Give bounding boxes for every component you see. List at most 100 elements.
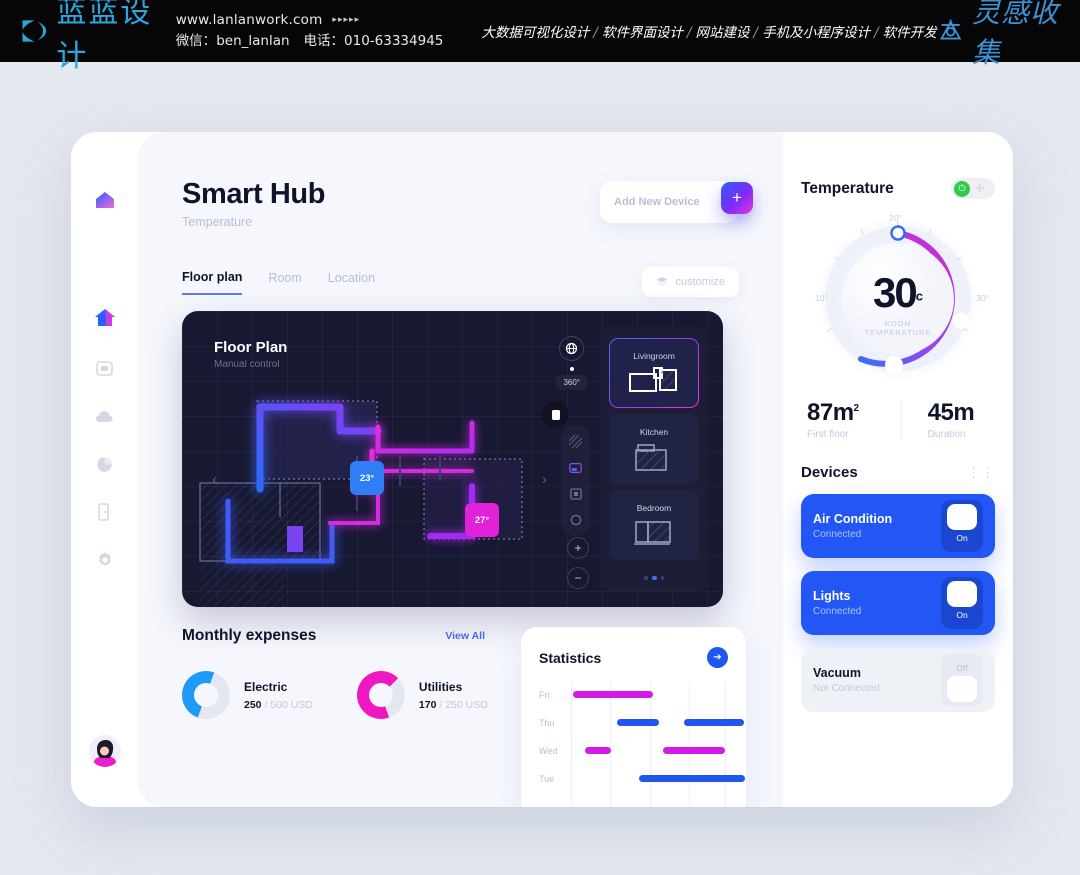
statistics-gantt-chart: Fri Thu Wed Tue [539,682,745,807]
gantt-bar [684,719,744,726]
room-card-kitchen[interactable]: Kitchen [609,414,699,484]
tab-room[interactable]: Room [268,270,302,285]
square-tool-icon[interactable] [569,487,582,500]
arrow-right-icon[interactable]: ➔ [707,647,728,668]
bedroom-thumb-icon [634,520,671,545]
sidebar-item-devices[interactable] [88,351,122,385]
banner-url: www.lanlanwork.com [175,12,323,29]
scale-label-10: 10° [815,293,828,303]
tab-bar: Floor plan Room Location customize [182,267,783,297]
right-panel: Temperature ⏻ ✛ [783,132,1013,807]
zoom-out-button[interactable]: − [567,567,589,589]
gantt-gridlines [571,682,728,807]
expense-item-utilities[interactable]: Utilities 170 / 250 USD [356,671,488,719]
floor-plan-title: Floor Plan [214,339,288,356]
floor-plan-canvas[interactable]: Floor Plan Manual control [182,311,723,607]
device-card-air-condition[interactable]: Air Condition Connected On [801,494,995,558]
room-card-livingroom[interactable]: Livingroom [609,338,699,408]
floor-prev-arrow[interactable]: ‹ [212,471,217,488]
more-dots-icon[interactable]: ⋮⋮ [967,464,995,480]
tab-floor-plan[interactable]: Floor plan [182,270,243,295]
customize-label: customize [675,276,725,288]
watermark-banner: 蓝蓝设计 www.lanlanwork.com ▸▸▸▸▸ 微信： ben_la… [0,0,1080,74]
banner-brand-text: 蓝蓝设计 [56,0,153,74]
customize-button[interactable]: customize [642,267,739,297]
service-2: 网站建设 [695,25,750,41]
temperature-power-toggle[interactable]: ⏻ ✛ [951,178,995,199]
expense-total: 250 USD [445,698,488,711]
monthly-expenses-card: Monthly expenses View All Electric 250 /… [182,627,507,719]
expense-item-electric[interactable]: Electric 250 / 500 USD [182,671,313,719]
electric-donut-chart [182,671,230,719]
room-name: Bedroom [636,502,672,513]
avatar-icon [93,740,116,767]
rotate-icon[interactable] [559,336,585,361]
gantt-row-wed: Wed [539,738,728,766]
zoom-in-button[interactable]: + [567,537,589,559]
layers-icon [656,277,668,286]
floor-zoom-controls: + − [567,537,589,589]
temperature-chip-1[interactable]: 23° [350,461,384,495]
user-avatar[interactable] [88,735,121,767]
home-icon [94,309,115,326]
sidebar-item-home[interactable] [88,301,122,335]
stat-caption: First floor [807,429,849,440]
sidebar [71,132,138,807]
main-content: Smart Hub Temperature Add New Device + F… [138,132,783,807]
temperature-dial-svg [825,221,971,374]
sidebar-item-cloud[interactable] [88,399,122,433]
temperature-dial[interactable]: 30c ROOM TEMPERATURE 10° 20° 30° [801,211,995,387]
tab-location[interactable]: Location [327,270,376,285]
livingroom-thumb-icon [629,366,677,392]
room-stats: 87m2 First floor 45m Duration [801,399,995,440]
room-pager[interactable] [644,576,664,580]
toggle-label: Off [956,663,968,673]
add-new-device-button[interactable]: Add New Device + [600,181,753,223]
toggle-label: On [956,533,968,543]
sidebar-item-security[interactable] [88,495,122,529]
circle-tool-icon[interactable] [569,513,582,526]
room-name: Livingroom [633,350,675,361]
gantt-bar [639,775,745,782]
sidebar-item-settings[interactable] [88,543,122,577]
toggle-knob [947,676,977,702]
stat-value: 45m [927,399,975,426]
page-subtitle: Temperature [182,215,253,229]
gantt-row-fri: Fri [539,682,728,710]
toggle-knob [947,581,977,607]
room-select-icon[interactable] [569,461,582,474]
device-card-vacuum[interactable]: Vacuum Not Connected Off [801,648,995,712]
app-logo[interactable] [94,190,116,217]
rotate-360-control[interactable]: 360° [556,336,587,390]
temperature-unit: c [915,288,923,304]
view-all-link[interactable]: View All [445,630,485,642]
sidebar-item-analytics[interactable] [88,447,122,481]
floor-next-arrow[interactable]: › [542,471,547,488]
device-toggle[interactable]: On [941,500,983,552]
power-icon[interactable]: ⏻ [954,180,970,197]
stat-duration: 45m Duration [900,399,995,440]
scale-label-20: 20° [889,213,902,223]
temperature-chip-2[interactable]: 27° [465,503,499,537]
device-toggle[interactable]: On [941,577,983,629]
plus-icon[interactable]: ✛ [975,183,985,195]
plus-icon[interactable]: + [721,182,753,214]
gantt-bar [617,719,659,726]
phone-label: 电话： [303,33,345,49]
statistics-card: Statistics ➔ Fri Thu [521,627,746,807]
statistics-title: Statistics [539,649,602,666]
door-lock-icon [97,503,111,521]
expense-sep: / [439,698,443,711]
right-brand-text: 灵感收集 [971,0,1059,69]
temperature-caption-1: ROOM [884,319,912,328]
stat-value: 87m [807,399,854,426]
device-toggle[interactable]: Off [941,654,983,706]
temperature-caption-2: TEMPERATURE [864,328,932,337]
lanlan-logo-icon [22,20,47,42]
device-card-lights[interactable]: Lights Connected On [801,571,995,635]
room-name: Kitchen [639,426,669,437]
hatch-tool-icon[interactable] [569,435,582,448]
floor-pin-1[interactable] [542,401,569,428]
gantt-label: Wed [539,746,558,756]
room-card-bedroom[interactable]: Bedroom [609,490,699,560]
